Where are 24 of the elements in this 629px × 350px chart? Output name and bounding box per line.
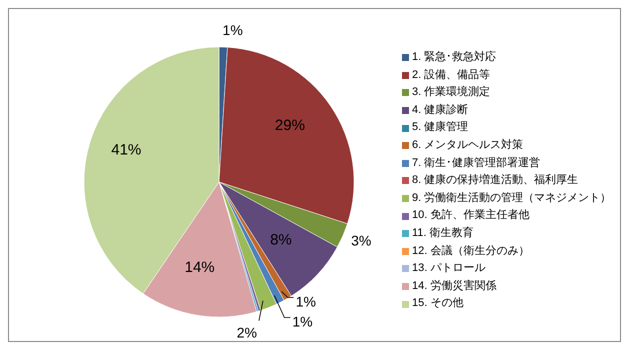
data-label: 1% [292,314,313,330]
data-label: 2% [236,324,257,341]
data-label: 8% [270,231,292,248]
data-label: 1% [296,293,316,310]
legend-label: 5. 健康管理 [412,120,468,136]
legend-label: 9. 労働衛生活動の管理（マネジメント） [412,190,612,206]
data-label: 14% [184,259,215,276]
legend-label: 10. 免許、作業主任者他 [412,208,530,224]
legend-label: 6. メンタルヘルス対策 [412,138,524,153]
legend-label: 12. 会議（衛生分のみ） [412,244,530,259]
legend-label: 8. 健康の保持増進活動、福利厚生 [412,172,578,188]
legend-label: 14. 労働災害関係 [412,278,496,294]
data-label: 41% [111,142,142,159]
legend-label: 1. 緊急･救急対応 [412,50,496,65]
legend-label: 13. パトロール [412,261,486,276]
legend-label: 2. 設備、備品等 [412,68,490,83]
data-label: 29% [274,116,305,134]
legend-label: 15. その他 [412,296,464,312]
legend-label: 3. 作業環境測定 [412,84,490,100]
legend-label: 11. 衛生教育 [412,226,474,241]
legend-label: 7. 衛生･健康管理部署運営 [412,156,540,171]
data-label: 1% [222,22,243,38]
legend-label: 4. 健康診断 [412,102,468,118]
data-label: 3% [351,232,372,249]
